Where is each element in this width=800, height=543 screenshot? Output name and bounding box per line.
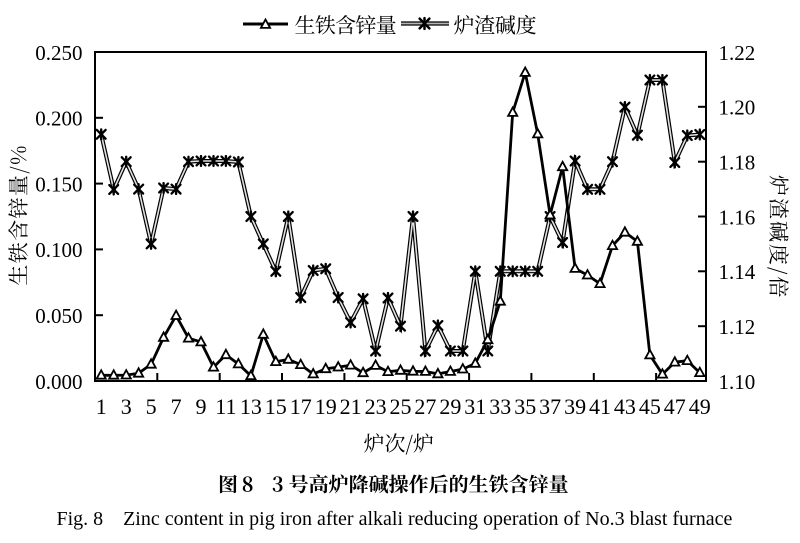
svg-text:25: 25 [390,394,412,419]
svg-text:1.12: 1.12 [719,315,756,339]
svg-text:0.000: 0.000 [35,370,82,394]
svg-text:5: 5 [146,394,157,419]
svg-text:31: 31 [464,394,486,419]
svg-text:7: 7 [171,394,182,419]
svg-text:17: 17 [290,394,312,419]
svg-text:23: 23 [365,394,387,419]
svg-text:3: 3 [121,394,132,419]
svg-text:39: 39 [564,394,586,419]
svg-text:21: 21 [340,394,362,419]
svg-text:47: 47 [664,394,686,419]
svg-text:Zinc content in pig iron after: Zinc content in pig iron after alkali re… [123,508,732,530]
svg-text:0.050: 0.050 [35,304,82,328]
svg-text:1.18: 1.18 [719,151,756,175]
svg-text:0.200: 0.200 [35,107,82,131]
svg-text:29: 29 [439,394,461,419]
svg-text:0.250: 0.250 [35,41,82,65]
svg-text:1.20: 1.20 [719,96,756,120]
svg-text:45: 45 [639,394,661,419]
svg-text:49: 49 [689,394,711,419]
svg-text:37: 37 [539,394,561,419]
svg-text:43: 43 [614,394,636,419]
svg-text:0.150: 0.150 [35,172,82,196]
svg-text:1.10: 1.10 [719,370,756,394]
svg-text:11: 11 [215,394,236,419]
svg-text:1.16: 1.16 [719,205,756,229]
svg-text:19: 19 [315,394,337,419]
svg-text:41: 41 [589,394,611,419]
svg-text:35: 35 [514,394,536,419]
svg-text:0.100: 0.100 [35,238,82,262]
svg-text:1.22: 1.22 [719,41,756,65]
svg-text:1.14: 1.14 [719,260,756,284]
svg-text:15: 15 [265,394,287,419]
svg-text:13: 13 [240,394,262,419]
svg-text:1: 1 [96,394,107,419]
svg-text:27: 27 [414,394,436,419]
svg-text:Fig. 8: Fig. 8 [57,508,104,530]
svg-text:9: 9 [196,394,207,419]
svg-text:33: 33 [489,394,511,419]
